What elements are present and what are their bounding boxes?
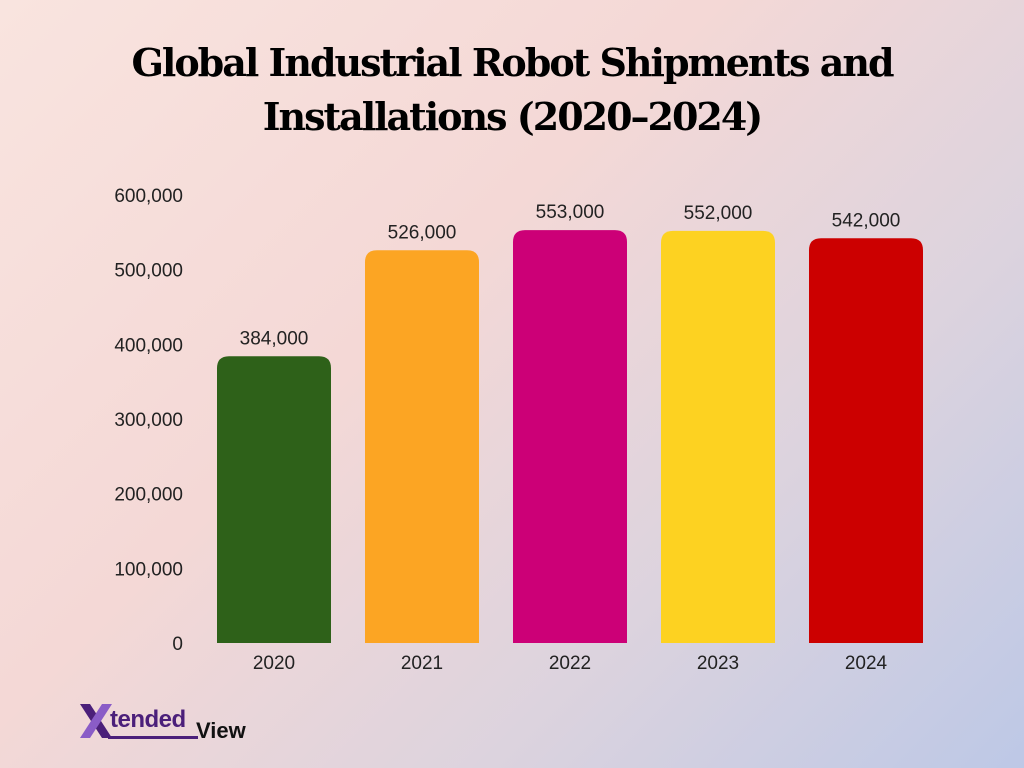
y-tick-label: 0 bbox=[172, 634, 183, 655]
y-tick-label: 300,000 bbox=[114, 410, 183, 431]
x-tick-label: 2020 bbox=[253, 653, 295, 674]
data-labels: 384,000 526,000 553,000 552,000 542,000 bbox=[240, 202, 901, 349]
bar-2020 bbox=[217, 356, 331, 643]
y-tick-label: 100,000 bbox=[114, 559, 183, 580]
x-tick-label: 2023 bbox=[697, 653, 739, 674]
y-tick-label: 500,000 bbox=[114, 261, 183, 282]
y-tick-label: 400,000 bbox=[114, 335, 183, 356]
data-label-2021: 526,000 bbox=[388, 222, 457, 243]
logo-text-view: View bbox=[196, 718, 246, 743]
data-label-2024: 542,000 bbox=[832, 210, 901, 231]
logo-text-tended: tended bbox=[110, 706, 186, 733]
bar-2023 bbox=[661, 230, 775, 643]
bar-2021 bbox=[365, 250, 479, 643]
x-tick-label: 2021 bbox=[401, 653, 443, 674]
y-tick-label: 200,000 bbox=[114, 485, 183, 506]
y-axis: 0 100,000 200,000 300,000 400,000 500,000 600,… bbox=[114, 186, 183, 655]
bar-2024 bbox=[809, 238, 923, 643]
bars bbox=[217, 230, 923, 644]
logo-underline bbox=[108, 736, 198, 739]
data-label-2022: 553,000 bbox=[536, 202, 605, 223]
data-label-2023: 552,000 bbox=[684, 203, 753, 224]
logo-x-mark bbox=[80, 704, 112, 738]
x-tick-label: 2024 bbox=[845, 653, 888, 674]
data-label-2020: 384,000 bbox=[240, 328, 309, 349]
y-tick-label: 600,000 bbox=[114, 186, 183, 207]
x-tick-label: 2022 bbox=[549, 653, 591, 674]
chart-title: Global Industrial Robot Shipments and In… bbox=[131, 40, 894, 139]
x-axis: 2020 2021 2022 2023 2024 bbox=[253, 653, 888, 674]
bar-2022 bbox=[513, 230, 627, 644]
